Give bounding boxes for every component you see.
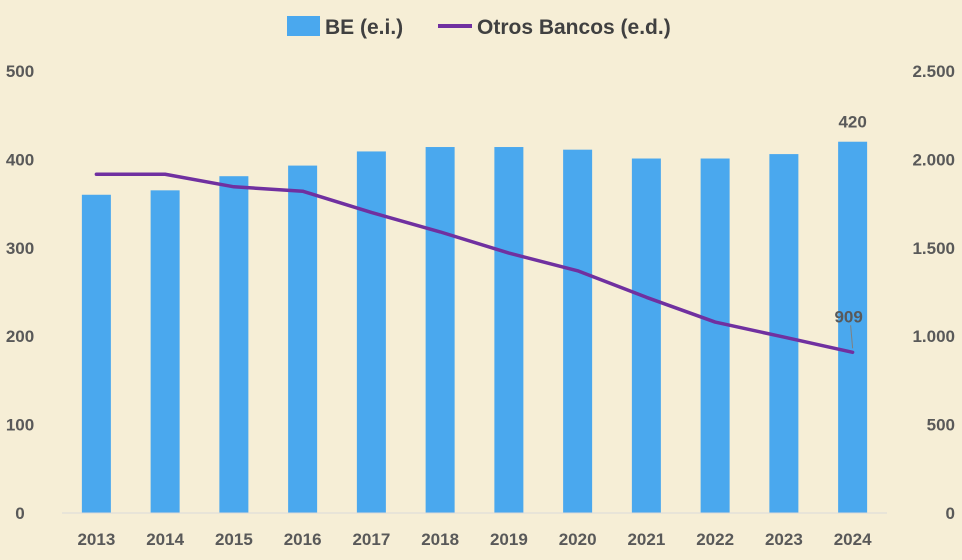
legend-label-otros-bancos: Otros Bancos (e.d.)	[477, 16, 671, 39]
data-labels: 420 909	[834, 113, 867, 349]
legend-item-be: BE (e.i.)	[287, 16, 403, 39]
x-axis-tick-label: 2017	[352, 530, 390, 549]
x-axis-tick-label: 2019	[490, 530, 528, 549]
x-axis-tick-label: 2024	[834, 530, 872, 549]
bar	[563, 149, 593, 513]
legend-swatch-be	[287, 16, 320, 36]
x-axis-tick-label: 2023	[765, 530, 803, 549]
data-label-leader-line	[850, 325, 854, 349]
legend-item-otros-bancos: Otros Bancos (e.d.)	[438, 16, 671, 39]
bar	[356, 151, 386, 513]
bar-series-be	[81, 141, 868, 514]
bar	[700, 158, 730, 514]
bar	[288, 165, 318, 513]
x-axis-tick-label: 2016	[284, 530, 322, 549]
x-axis: 2013 2014 2015 2016 2017 2018 2019 2020 2021 2022…	[77, 530, 872, 549]
right-axis-tick-label: 0	[946, 504, 955, 523]
legend-label-be: BE (e.i.)	[325, 16, 403, 39]
x-axis-tick-label: 2021	[627, 530, 665, 549]
right-axis-tick-label: 1.500	[912, 239, 955, 258]
x-axis-tick-label: 2013	[77, 530, 115, 549]
left-axis-tick-label: 200	[6, 327, 34, 346]
data-label-bar: 420	[838, 113, 866, 132]
left-axis-tick-label: 100	[6, 416, 34, 435]
right-axis: 0 500 1.000 1.500 2.000 2.500	[912, 62, 955, 523]
left-axis-tick-label: 400	[6, 150, 34, 169]
left-axis-tick-label: 0	[15, 504, 24, 523]
x-axis-tick-label: 2015	[215, 530, 253, 549]
bar	[150, 190, 180, 513]
x-axis-tick-label: 2020	[559, 530, 597, 549]
right-axis-tick-label: 500	[927, 416, 955, 435]
legend: BE (e.i.) Otros Bancos (e.d.)	[287, 16, 671, 39]
bar	[425, 147, 455, 514]
bar	[838, 141, 868, 513]
right-axis-tick-label: 2.500	[912, 62, 955, 81]
bar	[631, 158, 661, 514]
bar	[81, 194, 111, 513]
data-label-line: 909	[834, 307, 862, 326]
right-axis-tick-label: 1.000	[912, 327, 955, 346]
series-line	[94, 172, 855, 355]
x-axis-tick-label: 2014	[146, 530, 184, 549]
left-axis-tick-label: 300	[6, 239, 34, 258]
left-axis-tick-label: 500	[6, 62, 34, 81]
line-series-otros-bancos	[94, 172, 855, 355]
left-axis: 0 100 200 300 400 500	[6, 62, 34, 523]
right-axis-tick-label: 2.000	[912, 150, 955, 169]
bar	[219, 176, 249, 514]
x-axis-tick-label: 2018	[421, 530, 459, 549]
x-axis-tick-label: 2022	[696, 530, 734, 549]
bar	[494, 147, 524, 514]
